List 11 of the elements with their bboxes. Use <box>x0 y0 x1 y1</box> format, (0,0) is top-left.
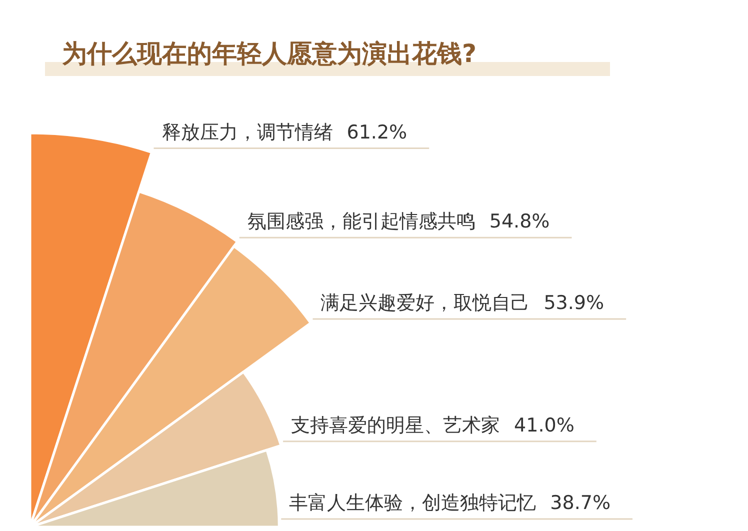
data-label: 61.2% <box>346 121 408 144</box>
text: 为什么现在的年轻人愿意为演出花钱? <box>62 39 477 68</box>
category-label: 满足兴趣爱好，取悦自己 <box>320 292 530 314</box>
category-label: 释放压力，调节情绪 <box>162 121 333 144</box>
data-label: 41.0% <box>514 414 574 436</box>
category-label: 丰富人生体验，创造独特记忆 <box>289 492 536 514</box>
data-label: 38.7% <box>550 492 611 514</box>
category-label: 氛围感强，能引起情感共鸣 <box>247 210 476 233</box>
category-label: 支持喜爱的明星、艺术家 <box>291 414 500 436</box>
data-label: 53.9% <box>544 292 604 314</box>
data-label: 54.8% <box>489 210 550 233</box>
